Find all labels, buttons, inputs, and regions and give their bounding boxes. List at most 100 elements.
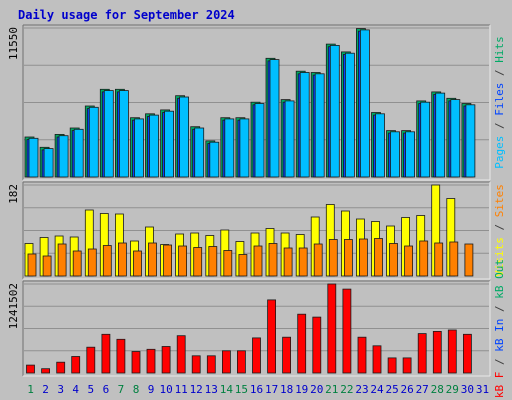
day-label: 13 (205, 383, 218, 396)
bar-hits-pages (390, 131, 400, 178)
bar-kb-kb-f (312, 316, 322, 374)
side-label-part: kB Out (493, 259, 506, 299)
side-label-part: / (493, 299, 506, 319)
panel-kb-ymax-label: 1241502 (7, 283, 20, 329)
day-label: 24 (370, 383, 384, 396)
bar-visits-sites (358, 238, 368, 277)
bar-kb-kb-f (206, 355, 216, 374)
bar-kb-kb-f (116, 338, 126, 374)
day-label: 18 (280, 383, 293, 396)
panel-visits-side-label: Visits / Sites (493, 184, 506, 277)
bar-visits-sites (72, 250, 82, 277)
day-label: 21 (325, 383, 338, 396)
panel-hits-ymax-label: 11550 (7, 27, 20, 60)
bar-kb-kb-f (86, 346, 96, 374)
side-label-part: kB F (493, 372, 506, 399)
bar-visits-sites (42, 255, 52, 277)
day-label: 19 (295, 383, 308, 396)
bar-visits-sites (118, 242, 127, 277)
bar-kb-kb-f (387, 357, 397, 374)
bar-hits-pages (284, 100, 295, 178)
day-label: 16 (250, 383, 263, 396)
day-label: 30 (461, 383, 474, 396)
panel-visits: 182 Visits / Sites (7, 181, 506, 280)
bar-hits-pages (344, 52, 355, 178)
day-label: 8 (133, 383, 140, 396)
bar-kb-kb-f (176, 335, 186, 374)
bar-hits-pages (179, 96, 190, 178)
bar-hits-pages (269, 59, 280, 178)
bar-visits-sites (328, 239, 338, 277)
day-axis: 1 2 3 4 5 6 7 8 9 10 11 12 13 14 15 16 17 18 19 20 21 22 23 24 2… (27, 383, 489, 396)
bar-visits-sites (404, 245, 414, 277)
day-label: 25 (385, 383, 398, 396)
bar-kb-kb-f (342, 288, 352, 374)
bar-visits-sites (449, 241, 459, 277)
day-label: 28 (431, 383, 444, 396)
bar-visits-sites (464, 243, 474, 277)
day-label: 4 (72, 383, 79, 396)
bar-visits-sites (238, 254, 248, 277)
bar-visits-sites (27, 253, 37, 277)
bar-visits-sites (178, 245, 188, 277)
bar-visits-sites (163, 244, 173, 277)
day-label: 6 (103, 383, 110, 396)
side-label-part: / (493, 217, 506, 237)
bar-visits-sites (193, 247, 203, 277)
side-label-part: Sites (493, 184, 506, 217)
bar-hits-pages (119, 90, 129, 178)
bar-visits-sites (343, 239, 353, 277)
bar-visits-sites (268, 243, 278, 277)
bar-kb-kb-f (417, 333, 427, 374)
side-label-part: / (493, 63, 506, 83)
bar-kb-kb-f (146, 348, 156, 374)
panel-hits-side-label: Pages / Files / Hits (493, 36, 506, 169)
bar-visits-sites (253, 245, 263, 277)
panel-kb: 1241502 kB F / kB In / kB Out (7, 259, 506, 398)
day-label: 7 (118, 383, 125, 396)
bar-visits-sites (419, 240, 429, 277)
bar-hits-pages (405, 131, 416, 178)
bar-kb-kb-f (236, 350, 246, 374)
bar-kb-kb-f (191, 355, 201, 374)
panel-hits-bars (24, 28, 476, 178)
bar-visits-sites (223, 250, 233, 277)
side-label-part: / (493, 116, 506, 136)
bar-visits-sites (389, 243, 398, 277)
bar-visits-sites (87, 248, 97, 277)
side-label-part: Files (493, 83, 506, 116)
day-label: 15 (235, 383, 248, 396)
bar-visits-sites (148, 242, 157, 277)
day-label: 5 (87, 383, 94, 396)
bar-hits-pages (299, 72, 310, 178)
bar-hits-pages (103, 90, 114, 178)
day-label: 2 (42, 383, 49, 396)
panel-kb-bars (26, 283, 472, 374)
day-label: 11 (175, 383, 188, 396)
bar-kb-kb-f (372, 345, 382, 374)
side-label-part: Hits (493, 36, 506, 63)
bar-hits-pages (465, 104, 476, 178)
day-label: 17 (265, 383, 278, 396)
bar-hits-pages (164, 110, 175, 178)
panel-visits-bars (24, 184, 474, 277)
day-label: 20 (310, 383, 323, 396)
bar-hits-pages (194, 127, 205, 178)
bar-visits-sites (102, 245, 112, 277)
bar-hits-pages (329, 45, 340, 178)
bar-visits-sites (374, 238, 383, 277)
bar-hits-pages (28, 137, 39, 178)
bar-hits-pages (134, 118, 144, 178)
bar-hits-pages (435, 92, 446, 178)
day-label: 22 (340, 383, 353, 396)
bar-hits-pages (375, 113, 385, 178)
bar-hits-pages (314, 73, 325, 178)
bar-kb-kb-f (41, 368, 50, 374)
day-label: 31 (476, 383, 489, 396)
bar-hits-pages (224, 118, 235, 178)
bar-kb-kb-f (221, 350, 231, 374)
bar-hits-pages (254, 103, 265, 178)
bar-hits-pages (43, 148, 54, 178)
